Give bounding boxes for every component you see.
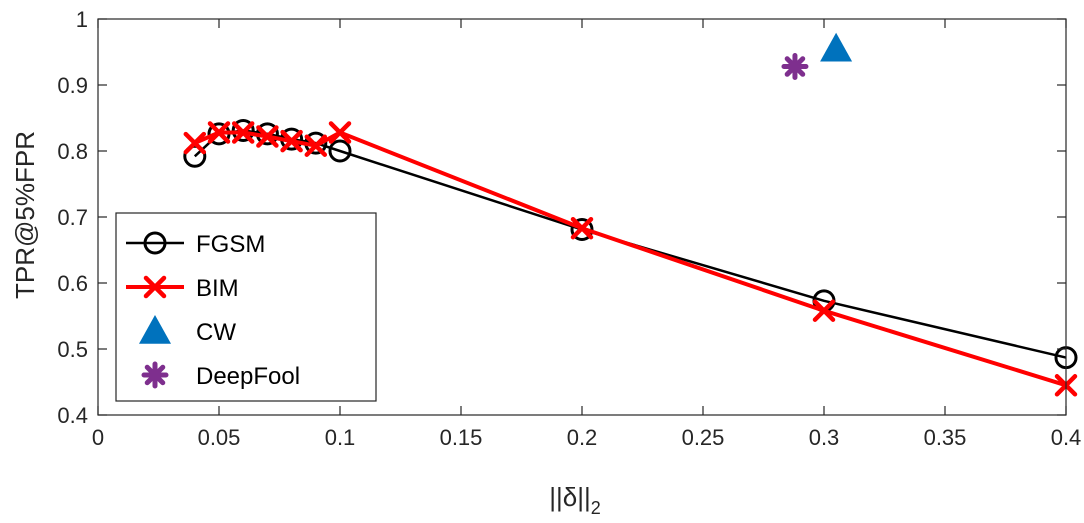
axes: 0 0.05 0.1 0.15 0.2 0.25 0.3 0.35 0.4 0.4 0.5 0.6 0.… (57, 7, 1081, 450)
data-point-bim (328, 121, 352, 144)
x-axis-label-subscript: 2 (591, 498, 601, 518)
legend-item-cw: CW (139, 315, 236, 346)
data-point-bim (280, 129, 303, 153)
series-deepfool (781, 53, 809, 81)
y-tick-label: 0.6 (57, 271, 88, 296)
x-tick-label: 0.1 (325, 425, 356, 450)
y-tick-label: 0.7 (57, 205, 88, 230)
data-point-bim (231, 121, 255, 144)
data-point-deepfool (781, 53, 809, 81)
data-point-fgsm (328, 139, 352, 163)
data-point-bim (570, 216, 594, 240)
legend-marker-cw (139, 315, 171, 344)
series-line-bim (194, 130, 1067, 388)
y-tick-label: 0.8 (57, 139, 88, 164)
legend: FGSM BIM CW DeepFool (115, 212, 377, 402)
data-point-fgsm (183, 144, 207, 168)
series-bim (183, 121, 1078, 397)
legend-item-bim: BIM (126, 275, 239, 302)
legend-marker-deepfool (141, 361, 169, 389)
x-tick-label: 0.35 (924, 425, 967, 450)
data-point-bim (304, 134, 328, 157)
data-point-bim (812, 299, 836, 322)
x-tick-label: 0.3 (809, 425, 840, 450)
data-point-bim (207, 121, 231, 144)
y-tick-label: 1 (76, 7, 88, 32)
series-cw (820, 32, 853, 62)
x-axis-label-main: ||δ|| (549, 482, 591, 512)
legend-marker-bim (143, 275, 167, 299)
y-axis-label: TPR@5%FPR (10, 131, 40, 299)
x-tick-label: 0.15 (440, 425, 483, 450)
legend-label-cw: CW (196, 319, 236, 346)
x-tick-label: 0 (92, 425, 104, 450)
data-point-bim (183, 131, 207, 155)
x-tick-label: 0.4 (1051, 425, 1082, 450)
data-point-cw (820, 32, 853, 62)
legend-item-fgsm: FGSM (126, 231, 265, 258)
x-tick-label: 0.25 (682, 425, 725, 450)
x-tick-label: 0.05 (198, 425, 241, 450)
y-tick-label: 0.9 (57, 73, 88, 98)
x-axis-label: ||δ||2 (549, 482, 601, 518)
y-tick-label: 0.4 (57, 403, 88, 428)
legend-marker-fgsm (143, 231, 167, 255)
legend-label-fgsm: FGSM (196, 231, 265, 258)
legend-item-deepfool: DeepFool (141, 361, 300, 390)
data-point-bim (256, 125, 279, 148)
x-tick-label: 0.2 (567, 425, 598, 450)
legend-label-deepfool: DeepFool (196, 363, 300, 390)
legend-label-bim: BIM (196, 275, 239, 302)
y-tick-label: 0.5 (57, 337, 88, 362)
